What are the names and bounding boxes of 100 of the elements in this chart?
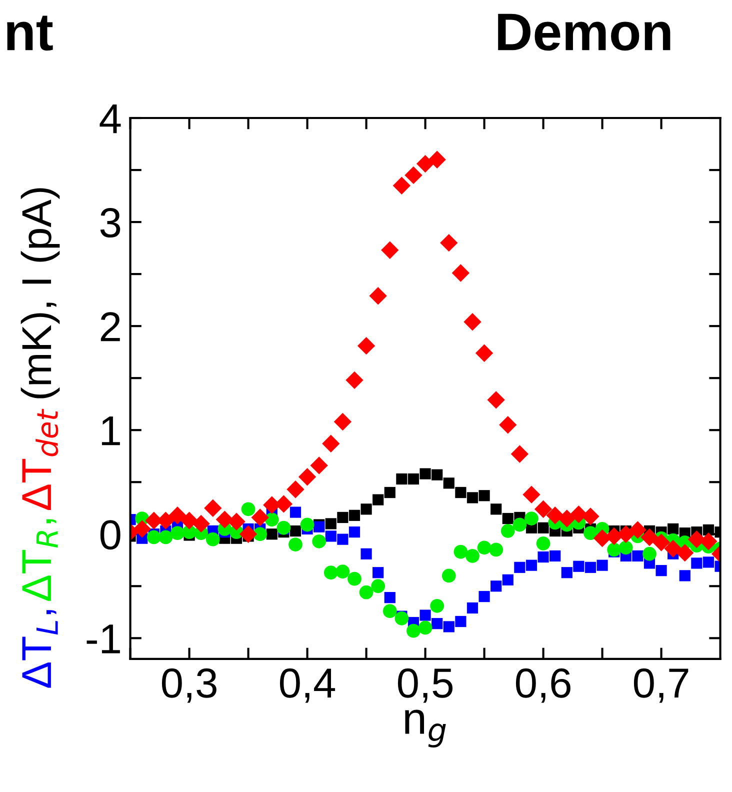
point <box>432 469 443 480</box>
point <box>206 532 220 546</box>
point <box>596 560 608 571</box>
point <box>336 564 350 579</box>
x-axis-title: n$_{g}$ <box>405 710 446 748</box>
point <box>546 506 564 524</box>
point <box>440 234 458 252</box>
point <box>464 313 482 331</box>
point <box>337 512 348 524</box>
point <box>216 510 234 528</box>
point <box>420 610 431 621</box>
text: ΔT$_{det}$ <box>22 408 58 510</box>
y-tick-label: 2 <box>100 312 120 342</box>
x-tick-label: 0,6 <box>516 668 570 703</box>
point <box>490 504 502 515</box>
point <box>676 544 694 562</box>
y-axis-title: (mK), I (pA) <box>20 188 60 398</box>
point <box>396 473 408 485</box>
point <box>478 490 490 502</box>
y-tick-label: 3 <box>100 208 120 238</box>
point <box>607 542 622 557</box>
text: nt <box>7 16 53 51</box>
point <box>372 494 384 506</box>
point <box>418 620 432 635</box>
y-tick-label: -1 <box>86 624 120 654</box>
point <box>536 536 550 550</box>
point <box>558 510 576 528</box>
point <box>442 568 456 583</box>
point <box>584 562 596 573</box>
point <box>691 558 702 569</box>
point <box>702 524 714 536</box>
point <box>266 528 278 540</box>
point <box>133 520 151 538</box>
point <box>455 486 466 498</box>
point <box>384 592 396 604</box>
point <box>312 534 326 548</box>
point <box>300 518 314 532</box>
point <box>652 534 670 552</box>
point <box>251 508 269 526</box>
point <box>443 621 454 632</box>
x-tick-label: 0,5 <box>398 668 453 703</box>
point <box>443 478 454 489</box>
point <box>430 598 444 613</box>
point <box>640 528 658 546</box>
point <box>369 287 387 305</box>
x-tick-label: 0,3 <box>162 668 216 703</box>
point <box>372 567 384 578</box>
point <box>359 585 374 600</box>
point <box>276 520 291 535</box>
point <box>628 521 647 539</box>
point <box>288 538 302 552</box>
point <box>348 526 360 538</box>
point <box>239 525 258 543</box>
point <box>416 154 434 173</box>
point <box>679 570 690 582</box>
point <box>642 546 656 561</box>
point <box>454 544 468 559</box>
point <box>228 512 246 530</box>
point <box>452 264 470 282</box>
point <box>286 480 304 498</box>
point <box>534 500 552 518</box>
point <box>322 434 340 452</box>
point <box>700 532 718 550</box>
point <box>204 499 222 517</box>
point <box>550 550 561 562</box>
point <box>582 508 600 526</box>
point <box>382 604 397 618</box>
point <box>392 176 411 194</box>
point <box>264 512 279 526</box>
point <box>466 549 480 563</box>
point <box>489 542 504 557</box>
point <box>656 564 667 576</box>
point <box>538 522 549 534</box>
point <box>502 574 514 586</box>
point <box>346 371 364 389</box>
point <box>490 580 502 592</box>
point <box>404 166 422 184</box>
point <box>381 241 399 259</box>
point <box>632 550 644 562</box>
text: ΔT$_{L}$, <box>22 610 58 688</box>
point <box>573 560 584 572</box>
point <box>348 510 360 521</box>
point <box>406 624 420 638</box>
point <box>158 530 173 544</box>
point <box>371 579 386 594</box>
point <box>702 556 714 568</box>
y-tick-label: 0 <box>100 520 120 550</box>
point <box>168 506 186 524</box>
point <box>325 518 336 530</box>
point <box>538 551 549 563</box>
point <box>241 502 256 516</box>
point <box>524 512 538 526</box>
point <box>466 492 478 504</box>
point <box>502 512 514 524</box>
point <box>394 611 409 626</box>
x-tick-label: 0,4 <box>280 668 336 703</box>
point <box>514 562 526 573</box>
point <box>357 336 376 355</box>
point <box>290 506 302 518</box>
point <box>499 416 517 434</box>
